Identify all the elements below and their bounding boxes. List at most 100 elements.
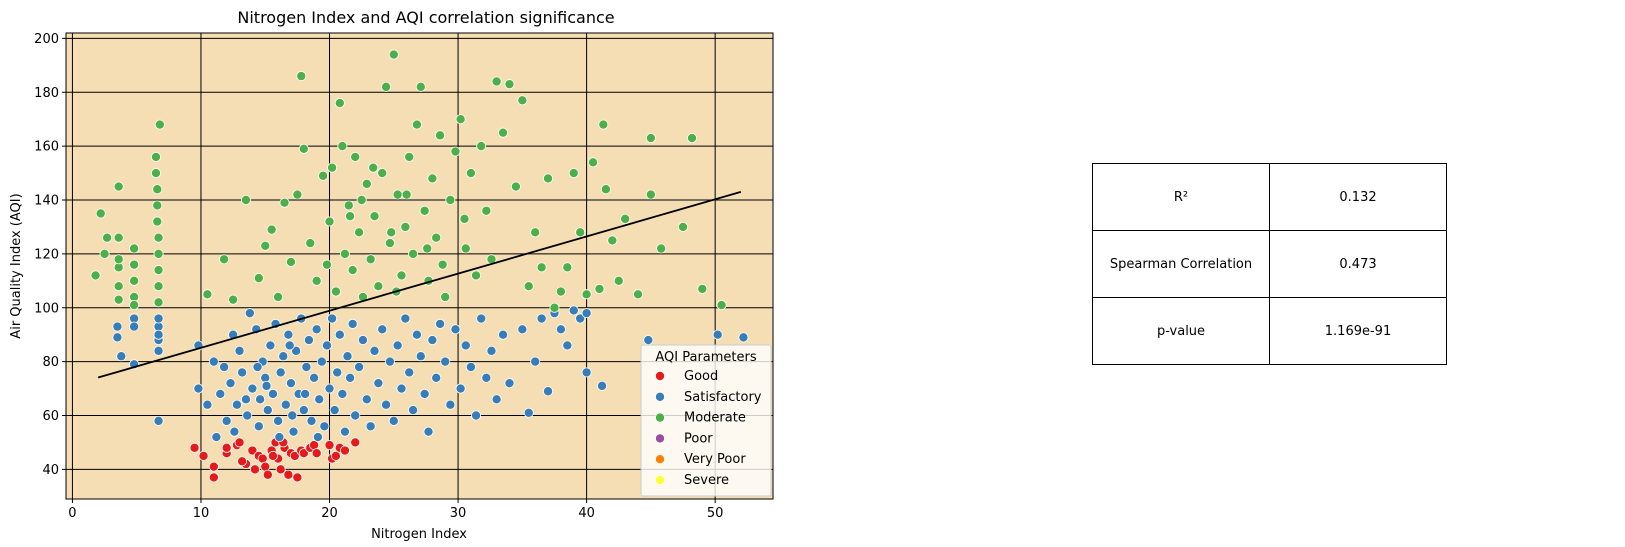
data-point: [311, 448, 322, 459]
data-point: [678, 221, 689, 232]
data-point: [112, 321, 123, 332]
data-point: [273, 291, 284, 302]
data-point: [562, 340, 573, 351]
data-point: [252, 362, 263, 373]
stats-label: p-value: [1092, 297, 1270, 365]
data-point: [116, 351, 127, 362]
data-point: [285, 256, 296, 267]
data-point: [225, 378, 236, 389]
data-point: [327, 313, 338, 324]
data-point: [697, 283, 708, 294]
data-point: [588, 157, 599, 168]
y-tick-label: 80: [42, 355, 59, 370]
data-point: [600, 184, 611, 195]
data-point: [460, 340, 471, 351]
data-point: [440, 356, 451, 367]
data-point: [427, 335, 438, 346]
data-point: [440, 291, 451, 302]
data-point: [343, 200, 354, 211]
data-point: [253, 421, 264, 432]
data-point: [275, 464, 286, 475]
data-point: [411, 119, 422, 130]
legend-marker: [655, 433, 666, 444]
y-axis-ticks: 40 60 80 100 120 140 160 180 200: [34, 32, 66, 478]
data-point: [113, 254, 124, 265]
data-point: [562, 262, 573, 273]
legend-label: Very Poor: [684, 452, 746, 467]
legend-marker: [655, 454, 666, 465]
data-point: [152, 216, 163, 227]
data-point: [153, 232, 164, 243]
data-point: [384, 238, 395, 249]
y-tick-label: 200: [34, 32, 59, 47]
data-point: [332, 367, 343, 378]
data-point: [568, 168, 579, 179]
data-point: [267, 388, 278, 399]
data-point: [311, 324, 322, 335]
data-point: [292, 189, 303, 200]
stats-table: R² 0.132 Spearman Correlation 0.473 p-va…: [1092, 163, 1447, 365]
data-point: [339, 445, 350, 456]
data-point: [289, 450, 300, 461]
data-point: [260, 240, 271, 251]
data-point: [300, 388, 311, 399]
data-point: [311, 275, 322, 286]
data-point: [350, 410, 361, 421]
data-point: [408, 405, 419, 416]
data-point: [298, 405, 309, 416]
data-point: [575, 227, 586, 238]
data-point: [240, 394, 251, 405]
data-point: [607, 235, 618, 246]
data-point: [113, 232, 124, 243]
data-point: [491, 76, 502, 87]
data-point: [445, 195, 456, 206]
data-point: [208, 356, 219, 367]
data-point: [536, 262, 547, 273]
data-point: [90, 270, 101, 281]
legend-marker: [655, 370, 666, 381]
data-point: [377, 168, 388, 179]
data-point: [321, 340, 332, 351]
data-point: [314, 394, 325, 405]
data-point: [240, 195, 251, 206]
data-point: [193, 383, 204, 394]
x-tick-label: 30: [450, 506, 467, 521]
data-point: [298, 143, 309, 154]
x-axis-ticks: 0 10 20 30 40 50: [68, 499, 723, 521]
stats-value: 0.132: [1269, 163, 1447, 231]
data-point: [153, 329, 164, 340]
data-point: [530, 356, 541, 367]
data-point: [687, 133, 698, 144]
data-point: [392, 340, 403, 351]
legend: AQI Parameters Good Satisfactory Moderate P…: [640, 344, 772, 497]
data-point: [275, 367, 286, 378]
data-point: [153, 415, 164, 426]
data-point: [435, 130, 446, 141]
data-point: [369, 211, 380, 222]
data-point: [476, 313, 487, 324]
data-point: [354, 227, 365, 238]
data-point: [153, 265, 164, 276]
data-point: [486, 345, 497, 356]
data-point: [620, 213, 631, 224]
data-point: [523, 281, 534, 292]
data-point: [396, 383, 407, 394]
x-tick-label: 0: [68, 506, 76, 521]
series-moderate: [90, 49, 727, 313]
data-point: [568, 305, 579, 316]
data-point: [153, 248, 164, 259]
data-point: [633, 289, 644, 300]
data-point: [237, 367, 248, 378]
data-point: [296, 71, 307, 82]
legend-label: Poor: [684, 431, 713, 446]
data-point: [321, 259, 332, 270]
data-point: [656, 243, 667, 254]
data-point: [460, 243, 471, 254]
data-point: [285, 378, 296, 389]
data-point: [189, 442, 200, 453]
data-point: [102, 232, 113, 243]
y-tick-label: 120: [34, 247, 59, 262]
data-point: [261, 380, 272, 391]
data-point: [237, 456, 248, 467]
data-point: [465, 362, 476, 373]
